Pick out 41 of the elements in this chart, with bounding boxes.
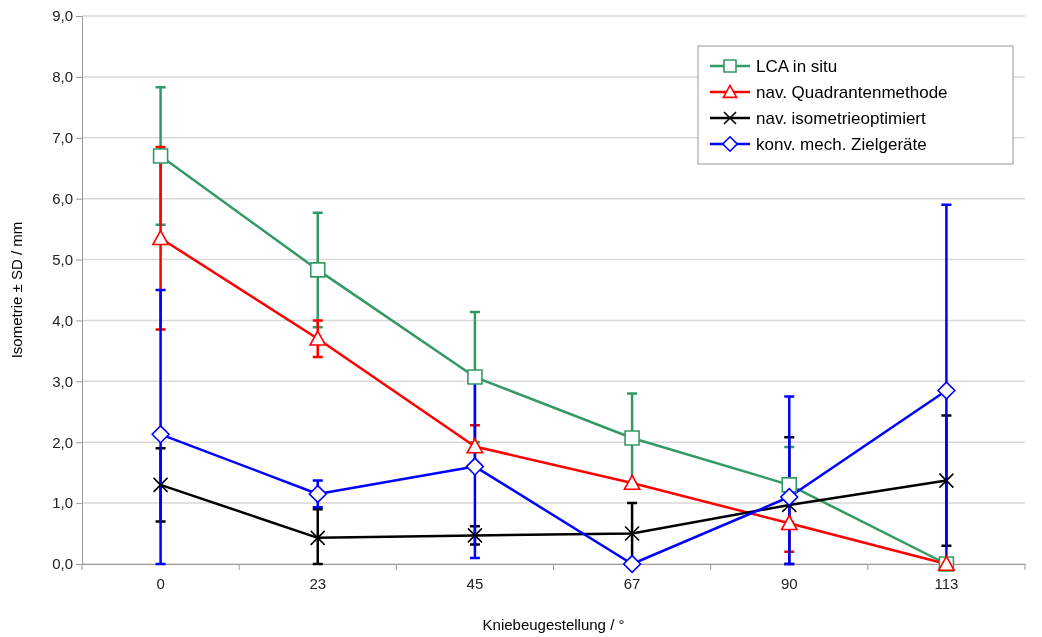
legend-label: konv. mech. Zielgeräte (756, 135, 927, 154)
y-tick-label: 8,0 (52, 68, 73, 86)
point (938, 472, 955, 489)
x-axis-title: Kniebeugestellung / ° (482, 616, 625, 633)
y-tick-label: 5,0 (52, 250, 73, 268)
y-axis-title: Isometrie ± SD / mm (8, 221, 25, 359)
x-tick-label: 23 (309, 574, 327, 592)
point (308, 484, 327, 504)
x-tick-label: 90 (780, 574, 798, 592)
point (152, 148, 169, 164)
point (937, 381, 956, 400)
x-tick-label: 67 (623, 574, 641, 592)
y-tick-label: 6,0 (52, 189, 73, 207)
point (152, 477, 169, 493)
point (151, 425, 170, 444)
y-tick-label: 2,0 (52, 433, 73, 451)
legend-label: LCA in situ (756, 57, 838, 76)
point (624, 525, 640, 542)
point (465, 457, 485, 476)
legend-label: nav. isometrieoptimiert (756, 109, 927, 128)
y-tick-label: 1,0 (52, 494, 73, 512)
point (780, 514, 798, 531)
y-tick-label: 9,0 (52, 7, 73, 25)
x-tick-label: 45 (466, 574, 484, 592)
point (309, 530, 326, 546)
y-tick-label: 4,0 (52, 311, 73, 329)
point (623, 474, 641, 491)
x-tick-label: 113 (934, 574, 959, 592)
point (624, 430, 640, 446)
point (780, 487, 799, 507)
point (309, 262, 326, 278)
point (466, 437, 484, 454)
point (152, 229, 170, 246)
legend-label: nav. Quadrantenmethode (756, 83, 948, 102)
point (309, 330, 327, 346)
point (622, 554, 642, 574)
x-tick-label: 0 (156, 574, 165, 592)
y-tick-label: 3,0 (52, 372, 73, 390)
y-tick-label: 0,0 (52, 555, 73, 573)
point (467, 369, 483, 385)
y-tick-label: 7,0 (52, 129, 73, 147)
